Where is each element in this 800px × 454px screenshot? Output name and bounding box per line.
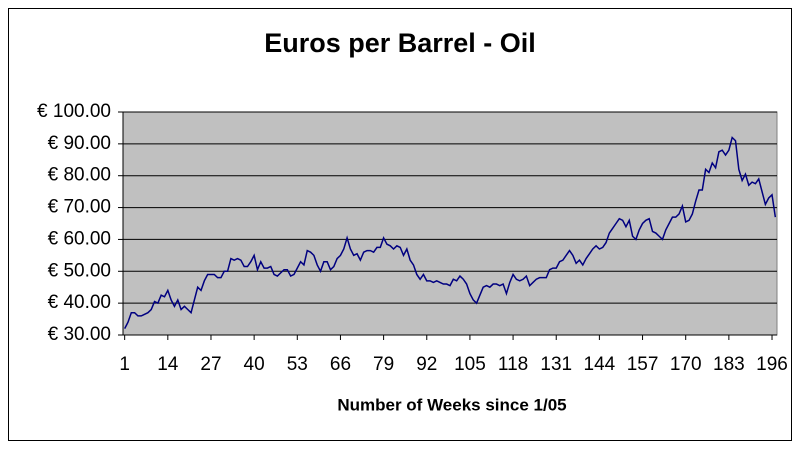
x-tick-label: 92 <box>416 354 437 375</box>
x-tick-label: 157 <box>627 354 659 375</box>
x-tick-label: 170 <box>670 354 702 375</box>
x-axis-title: Number of Weeks since 1/05 <box>337 395 566 414</box>
x-tick-label: 183 <box>713 354 745 375</box>
x-tick-label: 118 <box>498 354 528 375</box>
x-tick-label: 131 <box>540 354 572 375</box>
data-line <box>123 136 777 329</box>
y-tick-label: € 100.00 <box>37 101 111 122</box>
chart-title: Euros per Barrel - Oil <box>264 28 536 58</box>
y-tick-label: € 60.00 <box>48 228 111 249</box>
y-tick-label: € 40.00 <box>48 292 111 313</box>
x-tick-label: 1 <box>119 354 130 375</box>
y-tick-label: € 90.00 <box>48 133 111 154</box>
plot-area <box>122 111 778 336</box>
x-tick-label: 27 <box>200 354 221 375</box>
y-tick-label: € 70.00 <box>48 197 111 218</box>
x-tick-label: 105 <box>454 354 486 375</box>
x-tick-label: 196 <box>756 354 788 375</box>
x-tick-label: 53 <box>287 354 308 375</box>
x-tick-label: 14 <box>157 354 179 375</box>
x-tick-label: 79 <box>373 354 394 375</box>
x-tick-label: 40 <box>244 354 265 375</box>
x-tick-label: 144 <box>584 354 616 375</box>
y-tick-label: € 30.00 <box>48 324 111 345</box>
x-tick-label: 66 <box>330 354 351 375</box>
y-tick-label: € 80.00 <box>48 165 111 186</box>
y-tick-label: € 50.00 <box>48 260 111 281</box>
